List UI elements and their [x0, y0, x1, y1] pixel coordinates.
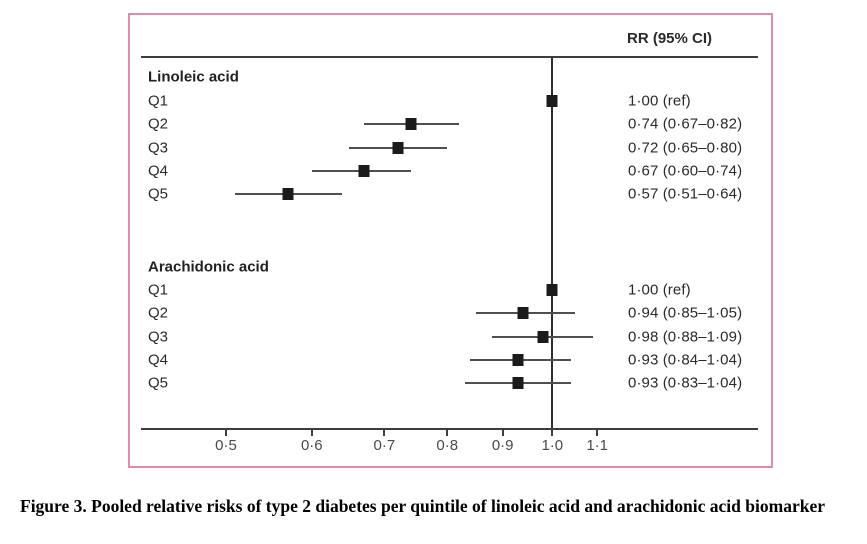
figure-caption: Figure 3. Pooled relative risks of type … — [20, 496, 825, 516]
axis-tick — [383, 430, 386, 436]
row-label: Q3 — [148, 328, 169, 345]
rr-marker — [512, 353, 524, 366]
rr-marker — [282, 188, 294, 200]
rr-marker — [517, 307, 529, 320]
rr-marker — [537, 330, 549, 343]
x-axis-line — [141, 428, 758, 430]
rr-value: 0·98 (0·88–1·09) — [628, 328, 743, 345]
rr-value: 0·94 (0·85–1·05) — [628, 304, 743, 322]
rr-marker — [546, 95, 558, 107]
axis-tick — [551, 430, 554, 436]
group-header: Arachidonic acid — [148, 258, 269, 276]
rr-value: 1·00 (ref) — [628, 281, 691, 299]
rr-value: 0·93 (0·84–1·04) — [628, 351, 743, 369]
axis-tick-label: 0·8 — [436, 437, 459, 454]
row-label: Q3 — [148, 139, 169, 156]
row-label: Q2 — [148, 304, 169, 322]
column-header-rr-ci: RR (95% CI) — [627, 30, 713, 47]
rr-value: 0·72 (0·65–0·80) — [628, 139, 743, 156]
header-rule — [141, 56, 758, 58]
forest-plot-figure — [128, 13, 773, 468]
rr-marker — [512, 377, 524, 389]
row-label: Q4 — [148, 351, 169, 369]
rr-marker — [405, 118, 417, 131]
row-label: Q5 — [148, 374, 169, 392]
axis-tick — [501, 430, 504, 436]
axis-tick — [596, 430, 599, 436]
axis-tick-label: 0·5 — [215, 437, 237, 454]
rr-marker — [546, 284, 558, 296]
rr-value: 0·74 (0·67–0·82) — [628, 115, 743, 133]
axis-tick — [224, 430, 227, 436]
axis-tick-label: 0·7 — [373, 437, 396, 454]
row-label: Q2 — [148, 115, 169, 133]
row-label: Q4 — [148, 162, 169, 180]
axis-tick-label: 0·9 — [491, 437, 514, 454]
axis-tick-label: 0·6 — [300, 437, 323, 454]
rr-value: 0·67 (0·60–0·74) — [628, 162, 743, 180]
rr-marker — [358, 164, 370, 177]
axis-tick-label: 1·1 — [586, 437, 608, 454]
group-header: Linoleic acid — [148, 68, 239, 86]
rr-value: 1·00 (ref) — [628, 92, 691, 110]
axis-tick — [310, 430, 313, 436]
row-label: Q5 — [148, 185, 169, 203]
axis-tick — [446, 430, 449, 436]
rr-marker — [392, 141, 404, 154]
axis-tick-label: 1·0 — [541, 437, 564, 454]
rr-value: 0·93 (0·83–1·04) — [628, 374, 743, 392]
rr-value: 0·57 (0·51–0·64) — [628, 185, 743, 203]
reference-line — [551, 58, 554, 428]
row-label: Q1 — [148, 281, 169, 299]
row-label: Q1 — [148, 92, 169, 110]
